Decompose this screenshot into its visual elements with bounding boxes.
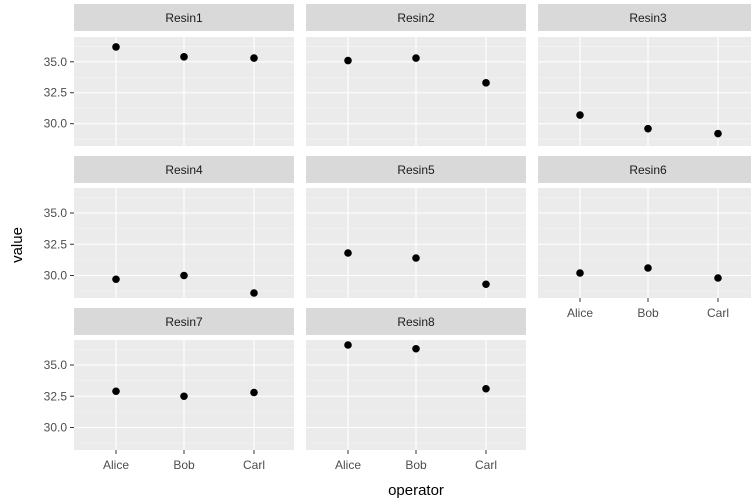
- facet-strip: [74, 308, 294, 335]
- facet-label: Resin6: [629, 163, 667, 177]
- facet-strip: [74, 156, 294, 183]
- facet-label: Resin1: [165, 11, 203, 25]
- x-tick-label: Carl: [707, 306, 729, 320]
- data-point-carl: [250, 289, 258, 297]
- y-tick-label: 35.0: [44, 55, 68, 69]
- facet-label: Resin5: [397, 163, 435, 177]
- facet-label: Resin7: [165, 315, 203, 329]
- data-point-bob: [180, 53, 188, 61]
- data-point-carl: [714, 274, 722, 282]
- data-point-carl: [482, 79, 490, 87]
- data-point-bob: [644, 124, 652, 133]
- data-point-carl: [482, 280, 490, 289]
- x-tick-label: Carl: [243, 458, 265, 472]
- panel-resin1: Resin1: [74, 4, 294, 146]
- facet-strip: [306, 4, 526, 31]
- panel-resin2: Resin2: [306, 4, 526, 146]
- facet-strip: [74, 4, 294, 31]
- x-tick-label: Bob: [637, 306, 659, 320]
- facet-strip: [306, 308, 526, 335]
- data-point-carl: [714, 129, 722, 138]
- y-tick-label: 30.0: [44, 117, 68, 131]
- data-point-bob: [412, 254, 420, 262]
- data-point-alice: [576, 269, 584, 277]
- panel-resin6: Resin6: [538, 156, 751, 298]
- data-point-alice: [344, 341, 352, 349]
- data-point-alice: [112, 275, 120, 284]
- data-point-carl: [482, 384, 490, 393]
- x-tick-label: Alice: [103, 458, 129, 472]
- facet-label: Resin2: [397, 11, 435, 25]
- panels-layer: Resin1 Resin2 Resin3 Resin4 Resin5 Resin6 Resi…: [74, 4, 751, 450]
- y-tick-label: 32.5: [44, 86, 68, 100]
- facet-label: Resin8: [397, 315, 435, 329]
- data-point-bob: [412, 54, 420, 62]
- data-point-bob: [180, 271, 188, 280]
- data-point-bob: [412, 344, 420, 353]
- axes-layer: 30.0 32.5 35.0 30.0 32.5 35.0 30.0 32.5 35.0 Alic…: [44, 55, 729, 472]
- facet-strip: [538, 4, 751, 31]
- data-point-alice: [344, 249, 352, 257]
- x-tick-label: Bob: [405, 458, 427, 472]
- y-tick-label: 30.0: [44, 269, 68, 283]
- x-tick-label: Alice: [335, 458, 361, 472]
- panel-resin4: Resin4: [74, 156, 294, 298]
- facet-label: Resin4: [165, 163, 203, 177]
- panel-resin8: Resin8: [306, 308, 526, 450]
- panel-resin7: Resin7: [74, 308, 294, 450]
- y-tick-label: 32.5: [44, 237, 68, 251]
- data-point-bob: [644, 264, 652, 272]
- x-tick-label: Bob: [173, 458, 195, 472]
- data-point-bob: [180, 392, 188, 401]
- panel-resin5: Resin5: [306, 156, 526, 298]
- data-point-alice: [344, 56, 352, 65]
- facet-strip: [306, 156, 526, 183]
- data-point-carl: [250, 388, 258, 397]
- x-tick-label: Carl: [475, 458, 497, 472]
- y-tick-label: 30.0: [44, 421, 68, 435]
- data-point-alice: [576, 111, 584, 119]
- panel-resin3: Resin3: [538, 4, 751, 146]
- y-tick-label: 32.5: [44, 389, 68, 403]
- facet-strip: [538, 156, 751, 183]
- y-tick-label: 35.0: [44, 358, 68, 372]
- y-axis-title: value: [9, 227, 26, 263]
- y-tick-label: 35.0: [44, 206, 68, 220]
- x-axis-title: operator: [388, 482, 444, 499]
- data-point-carl: [250, 54, 258, 62]
- facet-label: Resin3: [629, 11, 667, 25]
- data-point-alice: [112, 43, 120, 51]
- data-point-alice: [112, 387, 120, 396]
- x-tick-label: Alice: [567, 306, 593, 320]
